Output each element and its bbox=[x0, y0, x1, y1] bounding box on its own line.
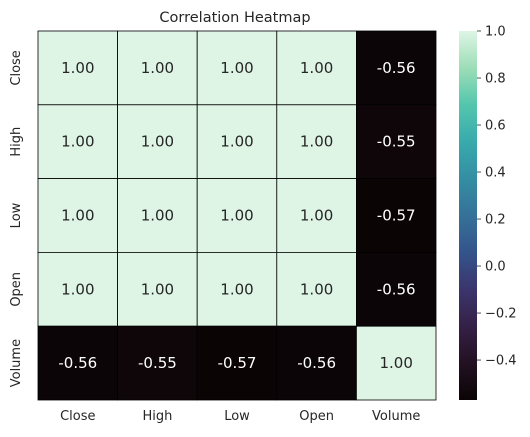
chart-title: Correlation Heatmap bbox=[159, 10, 310, 26]
cell-value-label: 1.00 bbox=[379, 354, 412, 372]
y-tick-label-close: Close bbox=[9, 50, 24, 85]
cell-value-label: -0.56 bbox=[377, 59, 416, 77]
heatmap-cell-volume-close bbox=[37, 325, 118, 401]
cell-value-label: 1.00 bbox=[141, 280, 174, 298]
heatmap-cell-low-open bbox=[276, 178, 357, 253]
cell-value-label: -0.56 bbox=[377, 280, 416, 298]
cell-value-label: 1.00 bbox=[300, 133, 333, 151]
heatmap-cell-high-low bbox=[196, 104, 278, 180]
heatmap-cell-open-low bbox=[196, 251, 278, 327]
x-tick-label-open: Open bbox=[299, 409, 334, 424]
colorbar-tick-label: 0.0 bbox=[485, 260, 506, 275]
y-tick-labels: Close High Low Open Volume bbox=[9, 50, 24, 387]
colorbar-tick-label: 1.0 bbox=[485, 25, 506, 40]
cell-value-label: 1.00 bbox=[300, 207, 333, 225]
heatmap-cell-close-low bbox=[196, 30, 278, 106]
cell-value-label: -0.57 bbox=[218, 354, 257, 372]
heatmap-cell-low-high bbox=[117, 178, 198, 253]
y-tick-label-high: High bbox=[9, 127, 24, 157]
heatmap-cell-open-close bbox=[37, 251, 118, 327]
colorbar-tick-label: −0.4 bbox=[485, 354, 517, 369]
cell-value-label: -0.57 bbox=[377, 207, 416, 225]
y-tick-label-volume: Volume bbox=[9, 339, 24, 387]
cell-value-label: 1.00 bbox=[300, 280, 333, 298]
x-tick-label-close: Close bbox=[60, 409, 95, 424]
x-tick-labels: Close High Low Open Volume bbox=[60, 409, 420, 424]
cell-value-label: 1.00 bbox=[220, 280, 253, 298]
cell-value-label: 1.00 bbox=[61, 133, 94, 151]
cell-value-label: 1.00 bbox=[141, 133, 174, 151]
x-tick-label-low: Low bbox=[224, 409, 250, 424]
cell-value-label: -0.55 bbox=[377, 133, 416, 151]
cell-value-label: 1.00 bbox=[141, 207, 174, 225]
cell-value-label: 1.00 bbox=[61, 59, 94, 77]
cell-value-label: 1.00 bbox=[220, 207, 253, 225]
colorbar-tick-label: 0.2 bbox=[485, 213, 506, 228]
colorbar-tick-label: 0.6 bbox=[485, 119, 506, 134]
x-tick-label-volume: Volume bbox=[372, 409, 420, 424]
heatmap-cell-volume-volume bbox=[355, 325, 437, 401]
heatmap-cell-low-volume bbox=[355, 178, 437, 253]
cell-value-label: 1.00 bbox=[61, 280, 94, 298]
y-tick-label-open: Open bbox=[9, 272, 24, 307]
colorbar: 1.0 0.8 0.6 0.4 0.2 0.0 −0.2 −0.4 bbox=[459, 25, 517, 400]
cell-value-label: -0.55 bbox=[138, 354, 177, 372]
cell-value-label: 1.00 bbox=[141, 59, 174, 77]
x-tick-label-high: High bbox=[142, 409, 172, 424]
y-tick-label-low: Low bbox=[9, 202, 24, 228]
heatmap-cell-open-open bbox=[276, 251, 357, 327]
colorbar-tick-label: −0.2 bbox=[485, 307, 517, 322]
heatmap-cell-close-high bbox=[117, 30, 198, 106]
colorbar-gradient bbox=[459, 31, 477, 400]
heatmap-annotations: 1.00 1.00 1.00 1.00 -0.56 1.00 1.00 1.00 1.00 -0.… bbox=[58, 59, 415, 372]
heatmap-cell-volume-low bbox=[196, 325, 278, 401]
colorbar-tick-label: 0.4 bbox=[485, 166, 506, 181]
heatmap-cell-volume-high bbox=[117, 325, 198, 401]
heatmap-cell-open-volume bbox=[355, 251, 437, 327]
heatmap-cell-high-volume bbox=[355, 104, 437, 180]
cell-value-label: 1.00 bbox=[61, 207, 94, 225]
cell-value-label: 1.00 bbox=[220, 133, 253, 151]
heatmap-cells bbox=[37, 30, 437, 401]
cell-value-label: 1.00 bbox=[300, 59, 333, 77]
colorbar-tick-label: 0.8 bbox=[485, 72, 506, 87]
cell-value-label: -0.56 bbox=[58, 354, 97, 372]
cell-value-label: -0.56 bbox=[297, 354, 336, 372]
heatmap-cell-open-high bbox=[117, 251, 198, 327]
heatmap-cell-close-close bbox=[37, 30, 118, 106]
cell-value-label: 1.00 bbox=[220, 59, 253, 77]
heatmap-cell-high-close bbox=[37, 104, 118, 180]
heatmap-cell-close-open bbox=[276, 30, 357, 106]
heatmap-cell-low-low bbox=[196, 178, 278, 253]
heatmap-cell-close-volume bbox=[355, 30, 437, 106]
